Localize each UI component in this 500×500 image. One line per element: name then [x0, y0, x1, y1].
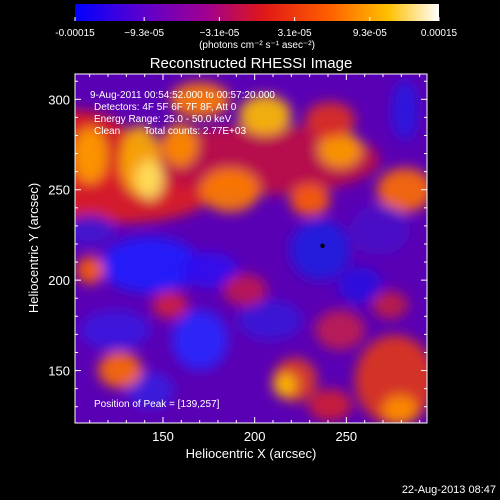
colorbar-tick-label: 0.00015 — [421, 28, 458, 39]
peak-marker — [320, 243, 325, 248]
y-axis-label: Heliocentric Y (arcsec) — [26, 183, 41, 313]
y-tick-label: 150 — [48, 364, 70, 379]
colorbar-tick-labels: -0.00015 −9.3e-05 −3.1e-05 3.1e-05 9.3e-05 0.… — [55, 28, 457, 39]
x-tick-label: 200 — [244, 429, 266, 444]
colorbar-ticks — [74, 17, 440, 21]
y-tick-label: 250 — [48, 183, 70, 198]
chart-title: Reconstructed RHESSI Image — [150, 55, 353, 72]
x-tick-label: 150 — [152, 429, 174, 444]
annotation-detectors: Detectors: 4F 5F 6F 7F 8F, Att 0 — [94, 102, 237, 113]
y-axis-tick-labels: 150 200 250 300 — [48, 92, 70, 378]
colorbar-tick-label: −3.1e-05 — [200, 28, 240, 39]
annotation-time-range: 9-Aug-2011 00:54:52.000 to 00:57:20.000 — [90, 90, 275, 101]
colorbar-unit-label: (photons cm⁻² s⁻¹ asec⁻²) — [199, 40, 315, 51]
x-axis-label: Heliocentric X (arcsec) — [186, 446, 317, 461]
footer-timestamp: 22-Aug-2013 08:47 — [402, 484, 496, 496]
x-tick-label: 250 — [335, 429, 357, 444]
annotation-peak-position: Position of Peak = [139,257] — [94, 399, 220, 410]
colorbar-tick-label: -0.00015 — [55, 28, 95, 39]
annotation-total-counts: Total counts: 2.77E+03 — [144, 126, 246, 137]
colorbar-tick-label: 9.3e-05 — [353, 28, 387, 39]
y-tick-label: 200 — [48, 273, 70, 288]
y-tick-label: 300 — [48, 92, 70, 107]
colorbar — [75, 4, 439, 21]
x-axis-tick-labels: 150 200 250 — [152, 429, 357, 444]
colorbar-tick-label: 3.1e-05 — [278, 28, 312, 39]
plot-frame — [74, 73, 428, 424]
x-axis-ticks — [89, 74, 421, 423]
heatmap-image — [75, 74, 427, 423]
y-axis-ticks — [75, 80, 427, 408]
annotation-energy-range: Energy Range: 25.0 - 50.0 keV — [94, 114, 232, 125]
colorbar-tick-label: −9.3e-05 — [124, 28, 164, 39]
annotation-method: Clean — [94, 126, 120, 137]
